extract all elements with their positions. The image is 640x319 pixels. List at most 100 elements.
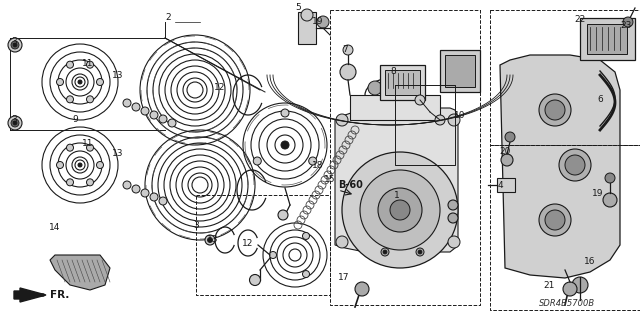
Circle shape	[342, 152, 458, 268]
Circle shape	[368, 81, 382, 95]
Circle shape	[67, 179, 74, 186]
Circle shape	[605, 173, 615, 183]
Text: 5: 5	[295, 4, 301, 12]
Circle shape	[448, 236, 460, 248]
Polygon shape	[500, 55, 620, 278]
Circle shape	[281, 141, 289, 149]
Circle shape	[269, 251, 276, 258]
Circle shape	[67, 61, 74, 68]
Circle shape	[336, 114, 348, 126]
Bar	[385, 70, 420, 95]
Circle shape	[78, 163, 82, 167]
Circle shape	[97, 161, 104, 168]
Polygon shape	[14, 288, 46, 302]
Text: 22: 22	[574, 16, 586, 25]
Circle shape	[150, 193, 158, 201]
Text: 4: 4	[497, 181, 503, 189]
Text: 6: 6	[597, 95, 603, 105]
Circle shape	[303, 233, 310, 240]
Circle shape	[141, 107, 149, 115]
Circle shape	[250, 275, 260, 286]
Circle shape	[539, 204, 571, 236]
Bar	[298, 12, 316, 44]
Circle shape	[336, 236, 348, 248]
Circle shape	[301, 9, 313, 21]
Text: 3: 3	[11, 38, 17, 47]
Circle shape	[603, 193, 617, 207]
Circle shape	[505, 132, 515, 142]
Circle shape	[281, 109, 289, 117]
Circle shape	[416, 248, 424, 256]
Circle shape	[303, 271, 310, 278]
Text: 19: 19	[312, 18, 324, 26]
Text: 23: 23	[620, 21, 632, 31]
Text: FR.: FR.	[50, 290, 69, 300]
Text: 21: 21	[543, 281, 555, 291]
Text: 11: 11	[83, 138, 93, 147]
Circle shape	[78, 80, 82, 84]
Circle shape	[13, 121, 17, 125]
Circle shape	[8, 38, 22, 52]
Text: 13: 13	[207, 235, 219, 244]
Polygon shape	[50, 255, 110, 290]
Text: 2: 2	[165, 13, 171, 23]
Circle shape	[205, 235, 215, 245]
Text: 18: 18	[312, 160, 324, 169]
Circle shape	[539, 94, 571, 126]
Circle shape	[415, 95, 425, 105]
Circle shape	[278, 210, 288, 220]
Text: B-60: B-60	[338, 180, 363, 190]
Circle shape	[97, 78, 104, 85]
Circle shape	[132, 103, 140, 111]
Circle shape	[545, 100, 565, 120]
Text: 16: 16	[584, 257, 596, 266]
Circle shape	[159, 115, 167, 123]
Circle shape	[308, 157, 317, 165]
Circle shape	[289, 249, 301, 261]
Circle shape	[545, 210, 565, 230]
Circle shape	[623, 17, 633, 27]
Circle shape	[207, 238, 212, 242]
Circle shape	[75, 77, 85, 87]
Circle shape	[390, 200, 410, 220]
Text: 13: 13	[112, 70, 124, 79]
Bar	[587, 24, 627, 54]
Circle shape	[448, 213, 458, 223]
Circle shape	[56, 78, 63, 85]
Circle shape	[75, 160, 85, 170]
Circle shape	[67, 144, 74, 151]
Circle shape	[383, 76, 407, 100]
Text: 11: 11	[83, 58, 93, 68]
Circle shape	[448, 200, 458, 210]
Circle shape	[343, 45, 353, 55]
Circle shape	[253, 157, 261, 165]
Bar	[440, 50, 480, 92]
Circle shape	[559, 149, 591, 181]
Text: 3: 3	[193, 220, 199, 229]
Bar	[380, 65, 425, 100]
Text: 3: 3	[11, 115, 17, 124]
Text: 14: 14	[49, 224, 61, 233]
Circle shape	[378, 188, 422, 232]
Text: 1: 1	[394, 191, 400, 201]
Circle shape	[383, 250, 387, 254]
Circle shape	[340, 64, 356, 80]
Text: 13: 13	[112, 149, 124, 158]
Circle shape	[565, 155, 585, 175]
Circle shape	[141, 189, 149, 197]
Circle shape	[355, 282, 369, 296]
Circle shape	[381, 248, 389, 256]
Circle shape	[86, 179, 93, 186]
Polygon shape	[335, 108, 458, 252]
Bar	[350, 95, 440, 120]
Circle shape	[563, 282, 577, 296]
Circle shape	[448, 114, 460, 126]
Text: 19: 19	[592, 189, 604, 197]
Bar	[497, 178, 515, 192]
Circle shape	[501, 154, 513, 166]
Circle shape	[408, 81, 422, 95]
Circle shape	[132, 185, 140, 193]
Circle shape	[11, 119, 19, 127]
Circle shape	[150, 111, 158, 119]
Bar	[445, 55, 475, 87]
